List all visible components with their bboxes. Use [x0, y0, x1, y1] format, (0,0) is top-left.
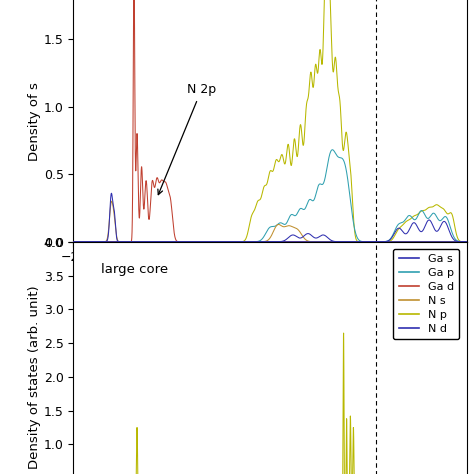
Text: N 2p: N 2p	[158, 83, 216, 195]
Text: large core: large core	[101, 264, 168, 276]
Text: (a): (a)	[261, 306, 280, 320]
Y-axis label: Density of states (arb. unit): Density of states (arb. unit)	[28, 285, 41, 469]
N p	[341, 330, 346, 336]
X-axis label: Energy (eV, E$_F$= 0 eV): Energy (eV, E$_F$= 0 eV)	[197, 270, 344, 287]
Line: N p: N p	[73, 333, 467, 474]
Legend: Ga s, Ga p, Ga d, N s, N p, N d: Ga s, Ga p, Ga d, N s, N p, N d	[393, 249, 459, 339]
Y-axis label: Density of s           : Density of s	[28, 53, 41, 161]
